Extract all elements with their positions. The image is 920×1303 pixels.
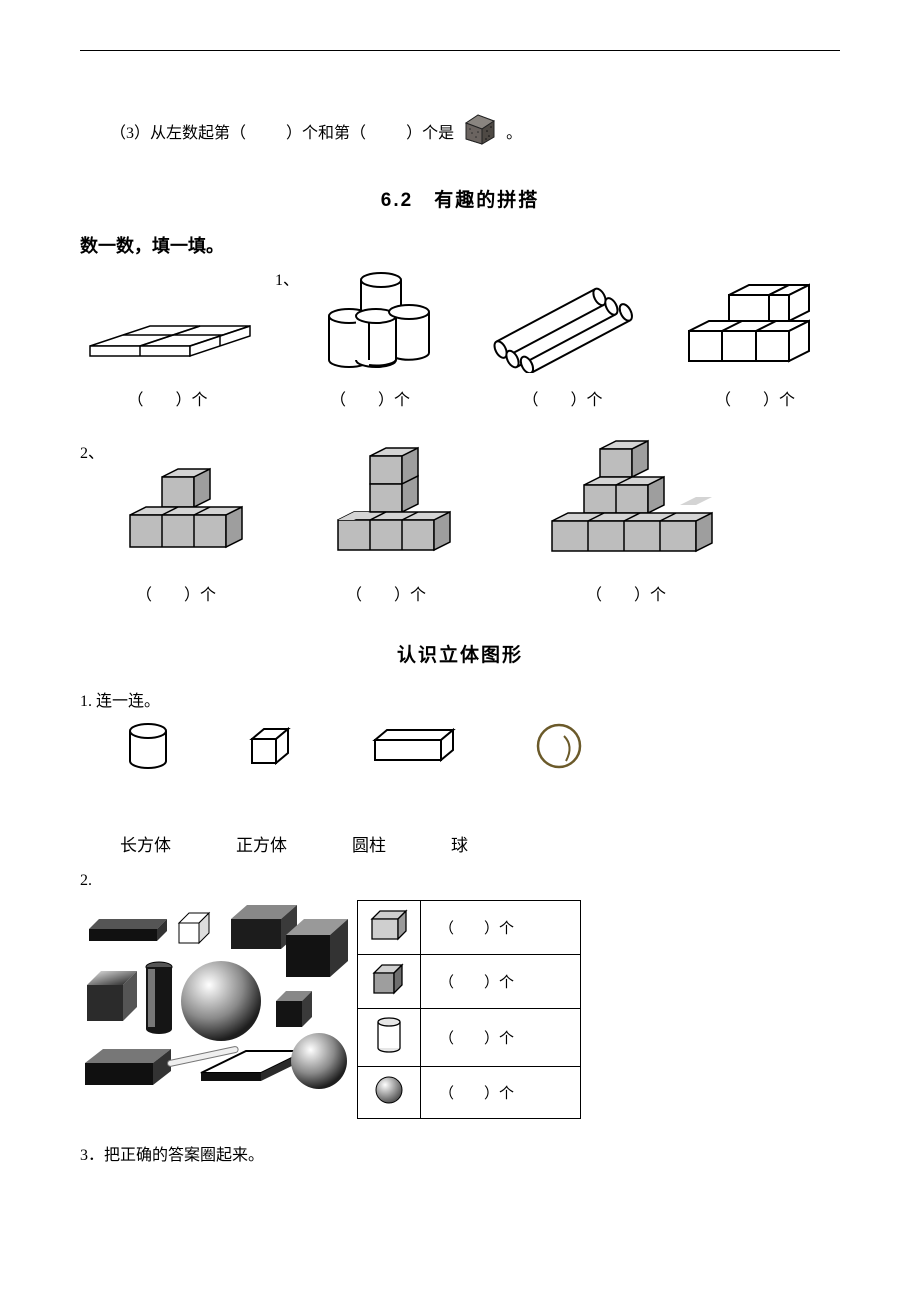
label-cylinder: 圆柱 [352, 831, 386, 856]
table-blank-2[interactable]: （ ）个 [439, 975, 514, 991]
table-blank-3[interactable]: （ ）个 [439, 1031, 514, 1047]
count-fill-instruction: 数一数，填一填。 [80, 232, 840, 258]
label-sphere: 球 [451, 831, 468, 856]
match-shapes-row [125, 721, 840, 776]
label-cube: 正方体 [236, 831, 287, 856]
table-blank-1[interactable]: （ ）个 [439, 921, 514, 937]
section-solids-title: 认识立体图形 [80, 640, 840, 667]
row1-marker: 1、 [275, 266, 299, 290]
row1-figures: 1、 [80, 268, 840, 378]
count-table: （ ）个 （ ）个 [357, 900, 581, 1119]
blank-2-3[interactable]: （ ）个 [526, 581, 726, 605]
blank-1-3[interactable]: （ ）个 [485, 386, 640, 410]
q3-label: 3．把正确的答案圈起来。 [80, 1141, 840, 1165]
q3-blank-2[interactable] [370, 119, 402, 143]
rods-figure [479, 283, 634, 378]
cubes-a-figure [110, 455, 250, 575]
row2-answers: （ ）个 （ ）个 （ ）个 [106, 581, 840, 605]
section-6-2-title: 6.2 有趣的拼搭 [80, 185, 840, 212]
row-cube-icon [358, 955, 421, 1009]
q3-blank-1[interactable] [250, 119, 282, 143]
q3-mid1: ）个和第（ [286, 119, 366, 143]
table-row: （ ）个 [358, 1009, 581, 1067]
table-row: （ ）个 [358, 1067, 581, 1119]
q2-block: （ ）个 （ ）个 [80, 900, 840, 1119]
small-sphere-icon [534, 721, 584, 776]
row-sphere-icon [358, 1067, 421, 1119]
table-row: （ ）个 [358, 955, 581, 1009]
q3-sentence: （3）从左数起第（ ）个和第（ ）个是 。 [110, 111, 840, 150]
match-labels-row: 长方体 正方体 圆柱 球 [120, 831, 840, 856]
blank-1-2[interactable]: （ ）个 [295, 386, 445, 410]
q3-prefix: （3）从左数起第（ [110, 119, 246, 143]
small-cylinder-icon [125, 721, 171, 776]
row-cuboid-icon [358, 901, 421, 955]
row1-answers: （ ）个 （ ）个 （ ）个 （ ）个 [80, 386, 840, 410]
table-row: （ ）个 [358, 901, 581, 955]
q3-suffix: 。 [506, 119, 522, 143]
label-cuboid: 长方体 [120, 831, 171, 856]
worksheet-page: （3）从左数起第（ ）个和第（ ）个是 。 6.2 有趣的拼搭 数一数，填一填。 [0, 0, 920, 1303]
blank-1-1[interactable]: （ ）个 [80, 386, 255, 410]
small-cube-icon [246, 723, 294, 774]
blank-1-4[interactable]: （ ）个 [680, 386, 830, 410]
row2-figures [110, 435, 730, 575]
q2-label: 2. [80, 872, 840, 890]
row2-marker: 2、 [80, 439, 104, 463]
small-cuboid-icon [369, 726, 459, 771]
slab-figure [80, 308, 255, 378]
cubes-b-figure [310, 440, 470, 575]
q1-label: 1. 连一连。 [80, 687, 840, 711]
textured-cube-icon [462, 111, 498, 150]
blank-2-1[interactable]: （ ）个 [106, 581, 246, 605]
mixed-solids-scene [80, 900, 357, 1102]
q3-mid2: ）个是 [406, 119, 454, 143]
boxes-figure [674, 273, 824, 378]
cubes-c-figure [530, 435, 730, 575]
blank-2-2[interactable]: （ ）个 [306, 581, 466, 605]
row-cylinder-icon [358, 1009, 421, 1067]
table-blank-4[interactable]: （ ）个 [439, 1086, 514, 1102]
cylinders-figure [309, 268, 439, 378]
top-rule [80, 50, 840, 51]
